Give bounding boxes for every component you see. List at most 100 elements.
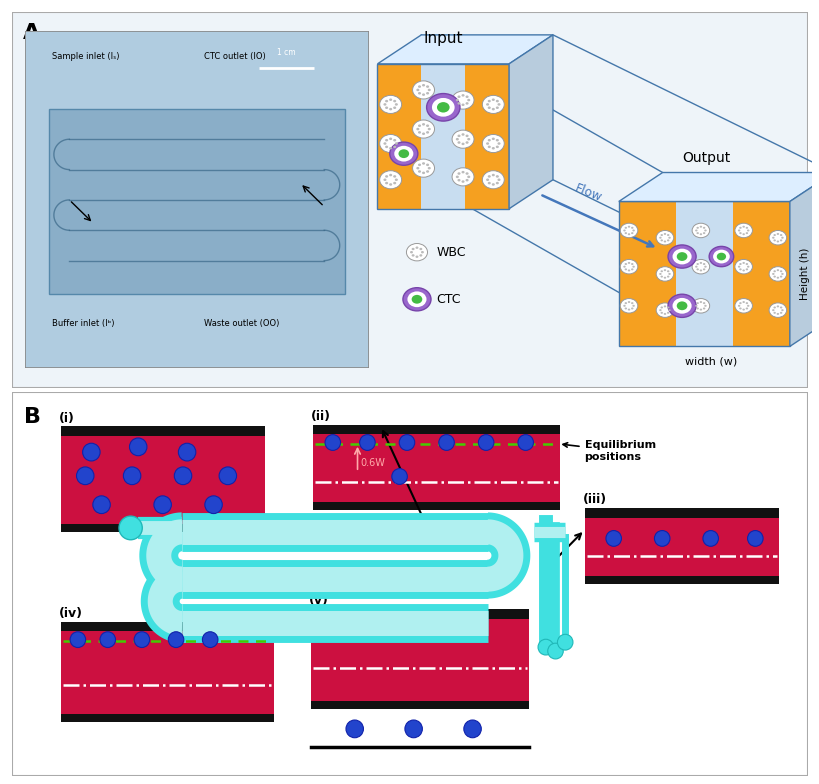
Circle shape	[385, 182, 387, 184]
Circle shape	[619, 223, 637, 238]
Circle shape	[702, 263, 704, 265]
Circle shape	[394, 179, 397, 181]
Circle shape	[605, 531, 621, 546]
Circle shape	[772, 307, 775, 308]
Circle shape	[627, 226, 630, 227]
Circle shape	[422, 132, 424, 135]
Text: Buffer inlet (Iᵇ): Buffer inlet (Iᵇ)	[52, 319, 115, 328]
Circle shape	[379, 135, 401, 153]
Bar	[61, 631, 274, 714]
Circle shape	[768, 303, 785, 318]
Circle shape	[672, 249, 690, 264]
Circle shape	[391, 469, 407, 485]
Circle shape	[416, 128, 419, 130]
Circle shape	[660, 270, 662, 272]
Circle shape	[666, 234, 668, 236]
Circle shape	[495, 182, 498, 184]
Circle shape	[776, 313, 778, 315]
Circle shape	[394, 142, 397, 145]
Circle shape	[741, 301, 744, 303]
Circle shape	[385, 139, 387, 141]
Circle shape	[461, 143, 464, 145]
Circle shape	[437, 102, 449, 113]
Circle shape	[406, 244, 427, 261]
Circle shape	[704, 305, 706, 307]
Circle shape	[129, 438, 147, 456]
Circle shape	[776, 269, 778, 271]
Circle shape	[695, 302, 698, 304]
Text: Height (h): Height (h)	[799, 248, 808, 300]
Circle shape	[667, 294, 695, 318]
Circle shape	[738, 307, 740, 310]
Circle shape	[467, 138, 470, 140]
Circle shape	[482, 135, 504, 153]
Circle shape	[389, 108, 391, 111]
Circle shape	[412, 159, 434, 177]
Circle shape	[741, 233, 744, 235]
Circle shape	[667, 273, 670, 275]
Circle shape	[392, 146, 396, 148]
Circle shape	[83, 443, 100, 461]
Circle shape	[658, 273, 661, 275]
Circle shape	[622, 305, 625, 307]
Text: Sample inlet (Iₛ): Sample inlet (Iₛ)	[52, 52, 120, 60]
Circle shape	[772, 276, 775, 278]
Circle shape	[627, 233, 630, 235]
Circle shape	[627, 301, 630, 303]
Circle shape	[741, 309, 744, 310]
Circle shape	[666, 270, 668, 272]
Circle shape	[704, 230, 706, 231]
Bar	[313, 424, 559, 434]
Circle shape	[702, 307, 704, 310]
Bar	[313, 503, 559, 510]
Circle shape	[487, 175, 491, 178]
Circle shape	[411, 295, 422, 303]
Circle shape	[465, 179, 468, 181]
Circle shape	[741, 226, 744, 227]
Circle shape	[477, 434, 493, 450]
Circle shape	[467, 99, 470, 101]
Polygon shape	[618, 172, 819, 201]
Circle shape	[392, 182, 396, 184]
Circle shape	[418, 85, 420, 88]
Circle shape	[461, 133, 464, 136]
Circle shape	[93, 495, 110, 514]
Circle shape	[491, 183, 494, 186]
Circle shape	[537, 639, 553, 655]
Circle shape	[779, 312, 781, 314]
Circle shape	[219, 467, 236, 485]
Circle shape	[497, 179, 500, 181]
Circle shape	[624, 307, 627, 310]
Circle shape	[465, 96, 468, 98]
Circle shape	[772, 234, 775, 236]
Circle shape	[631, 230, 634, 231]
Circle shape	[415, 246, 418, 249]
Circle shape	[691, 299, 708, 313]
Circle shape	[663, 313, 665, 315]
Circle shape	[631, 305, 634, 307]
Circle shape	[346, 720, 363, 738]
Circle shape	[154, 495, 171, 514]
Circle shape	[486, 142, 489, 145]
Circle shape	[666, 312, 668, 314]
Circle shape	[781, 309, 783, 311]
Circle shape	[179, 443, 196, 461]
Circle shape	[205, 495, 222, 514]
Circle shape	[491, 147, 494, 150]
Circle shape	[418, 170, 420, 172]
Circle shape	[405, 720, 422, 738]
Circle shape	[781, 273, 783, 275]
Circle shape	[202, 632, 218, 648]
Circle shape	[666, 239, 668, 241]
Circle shape	[738, 232, 740, 234]
Circle shape	[457, 96, 460, 98]
Circle shape	[672, 298, 690, 314]
Circle shape	[746, 230, 749, 231]
Circle shape	[451, 130, 473, 148]
Circle shape	[487, 107, 491, 109]
Circle shape	[419, 248, 422, 250]
Bar	[61, 622, 274, 631]
Circle shape	[663, 241, 665, 242]
Circle shape	[741, 262, 744, 264]
Circle shape	[631, 232, 633, 234]
